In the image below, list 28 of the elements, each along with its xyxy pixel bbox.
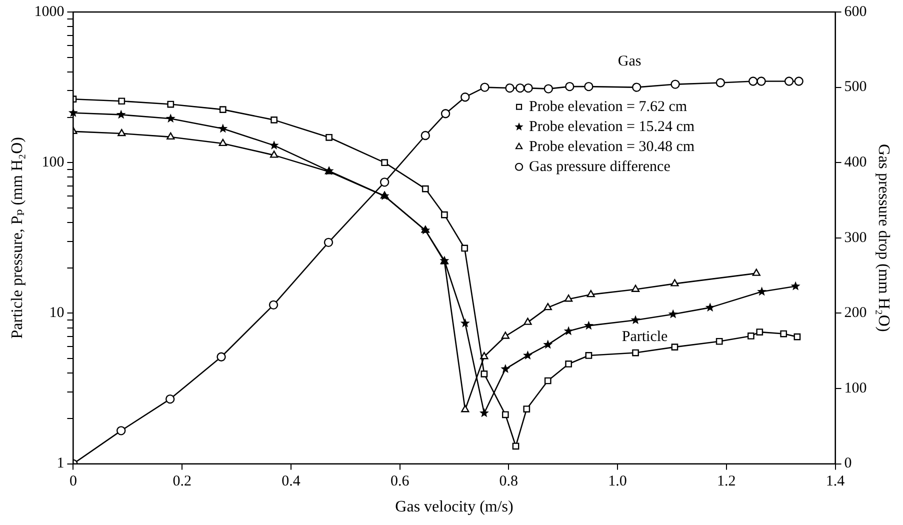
x-tick-label: 1.2 [717, 474, 736, 490]
legend-label: Gas pressure difference [529, 158, 671, 175]
x-tick-label: 0.2 [172, 474, 192, 490]
y2-tick-label: 100 [844, 380, 867, 396]
y2-tick-label: 0 [844, 456, 852, 472]
y-tick-label: 1 [56, 456, 64, 472]
y2-tick-label: 600 [844, 4, 867, 20]
x-tick-label: 0 [69, 474, 77, 490]
legend-label: Probe elevation = 30.48 cm [529, 138, 695, 155]
y2-tick-label: 500 [844, 79, 867, 96]
y2-axis-title: Gas pressure drop (mm H₂O) [875, 144, 892, 332]
y2-tick-label: 400 [844, 154, 867, 171]
x-tick-label: 1.0 [608, 474, 627, 490]
annotation: Gas [618, 54, 642, 70]
y-tick-label: 1000 [34, 4, 64, 20]
x-tick-label: 0.6 [390, 474, 410, 490]
y-tick-label: 100 [42, 154, 64, 171]
y-tick-label: 10 [49, 305, 64, 322]
x-tick-label: 1.4 [826, 474, 846, 490]
y-axis-title: Particle pressure, Pₚ (mm H₂O) [8, 137, 26, 339]
legend-label: Probe elevation = 15.24 cm [529, 118, 695, 135]
x-tick-label: 0.4 [282, 474, 301, 490]
y2-tick-label: 300 [844, 230, 867, 246]
x-tick-label: 0.8 [499, 474, 518, 490]
legend-label: Probe elevation = 7.62 cm [529, 98, 688, 115]
annotation: Particle [622, 329, 668, 346]
x-axis-title: Gas velocity (m/s) [395, 498, 514, 516]
y2-tick-label: 200 [844, 305, 867, 322]
